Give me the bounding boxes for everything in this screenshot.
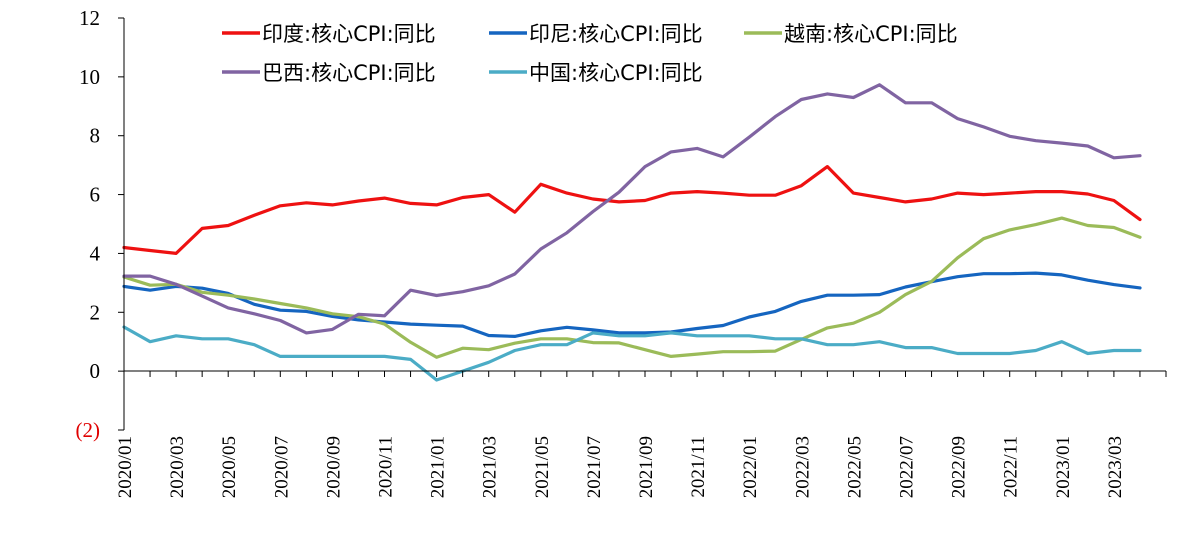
y-tick-label: 6 [90,183,101,207]
x-tick-label: 2021/07 [584,436,605,498]
legend-label-3: 巴西:核心CPI:同比 [262,61,436,85]
y-tick-label: 8 [90,124,101,148]
x-tick-label: 2020/11 [376,436,397,498]
y-tick-label: (2) [76,418,101,442]
legend-label-4: 中国:核心CPI:同比 [529,61,703,85]
x-tick-label: 2020/03 [167,436,188,498]
series-line-4 [122,325,1142,382]
y-tick-label: 10 [79,65,100,89]
legend-label-2: 越南:核心CPI:同比 [784,22,958,46]
x-tick-label: 2021/03 [480,436,501,498]
series-line-0 [122,165,1142,255]
y-tick-label: 0 [90,359,101,383]
legend-label-0: 印度:核心CPI:同比 [262,22,436,46]
x-tick-label: 2022/09 [949,436,970,498]
y-axis-ticks: (2) 0 2 4 6 8 10 12 [76,6,124,442]
x-axis-ticks: 2020/01 2020/03 2020/05 2020/07 2020/09 2020/… [115,371,1167,498]
x-tick-label: 2022/11 [1001,436,1022,498]
x-tick-label: 2021/05 [532,436,553,498]
series-line-2 [122,216,1142,359]
series-lines [122,83,1142,382]
series-line-1 [122,271,1142,338]
series-line-3 [122,83,1142,335]
x-tick-label: 2023/01 [1053,436,1074,498]
x-tick-label: 2022/03 [792,436,813,498]
legend: 印度:核心CPI:同比 印尼:核心CPI:同比 越南:核心CPI:同比巴西:核心CP… [222,22,958,85]
y-tick-label: 12 [79,6,100,30]
x-tick-label: 2020/07 [271,436,292,498]
x-tick-label: 2021/09 [636,436,657,498]
x-tick-label: 2020/09 [323,436,344,498]
x-tick-label: 2022/05 [844,436,865,498]
legend-label-1: 印尼:核心CPI:同比 [529,22,703,46]
x-tick-label: 2021/01 [428,436,449,498]
x-tick-label: 2020/01 [115,436,136,498]
x-tick-label: 2022/07 [897,436,918,498]
x-tick-label: 2020/05 [219,436,240,498]
x-tick-label: 2021/11 [688,436,709,498]
x-tick-label: 2023/03 [1105,436,1126,498]
x-tick-label: 2022/01 [740,436,761,498]
y-tick-label: 4 [90,241,101,265]
y-tick-label: 2 [90,300,101,324]
